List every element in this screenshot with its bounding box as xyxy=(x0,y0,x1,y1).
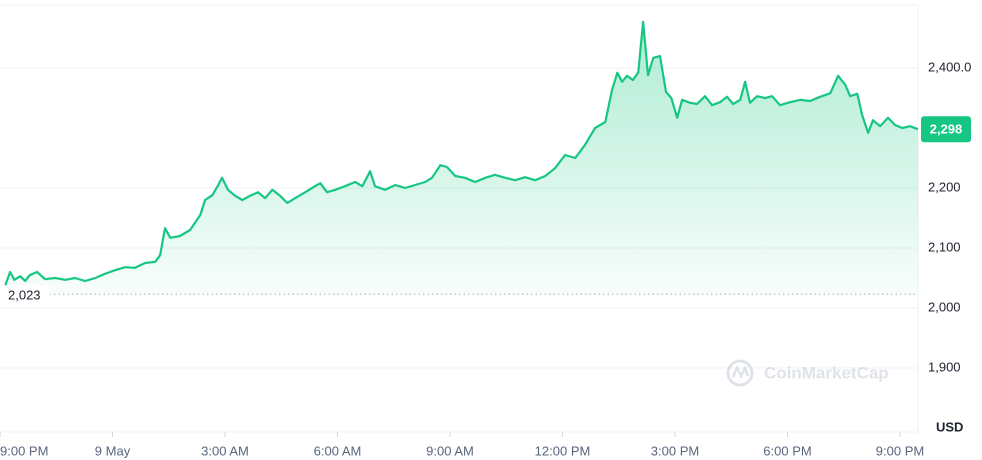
price-line xyxy=(4,20,919,286)
watermark: CoinMarketCap xyxy=(726,359,889,387)
baseline-label: 2,023 xyxy=(8,288,41,303)
x-tick-label: 9:00 PM xyxy=(876,443,924,458)
current-price-label: 2,298 xyxy=(930,122,963,137)
area xyxy=(5,21,918,295)
x-tick-label: 9:00 AM xyxy=(426,443,474,458)
x-tick-label: 9:00 PM xyxy=(0,443,48,458)
y-tick-label: 1,900 xyxy=(928,359,961,374)
watermark-text: CoinMarketCap xyxy=(764,363,889,382)
x-tick-label: 6:00 AM xyxy=(314,443,362,458)
x-tick-label: 6:00 PM xyxy=(763,443,811,458)
current-price-badge xyxy=(921,116,971,143)
y-tick-label: 2,000 xyxy=(928,299,961,314)
y-tick-label: 2,100 xyxy=(928,239,961,254)
baseline-label-bg xyxy=(0,285,50,304)
x-tick-label: 12:00 PM xyxy=(535,443,591,458)
x-tick-label: 3:00 AM xyxy=(201,443,249,458)
unit-label: USD xyxy=(936,419,963,434)
x-tick-label: 9 May xyxy=(95,443,131,458)
y-tick-label: 2,200 xyxy=(928,179,961,194)
y-tick-label: 2,400.0 xyxy=(928,59,971,74)
x-tick-label: 3:00 PM xyxy=(651,443,699,458)
